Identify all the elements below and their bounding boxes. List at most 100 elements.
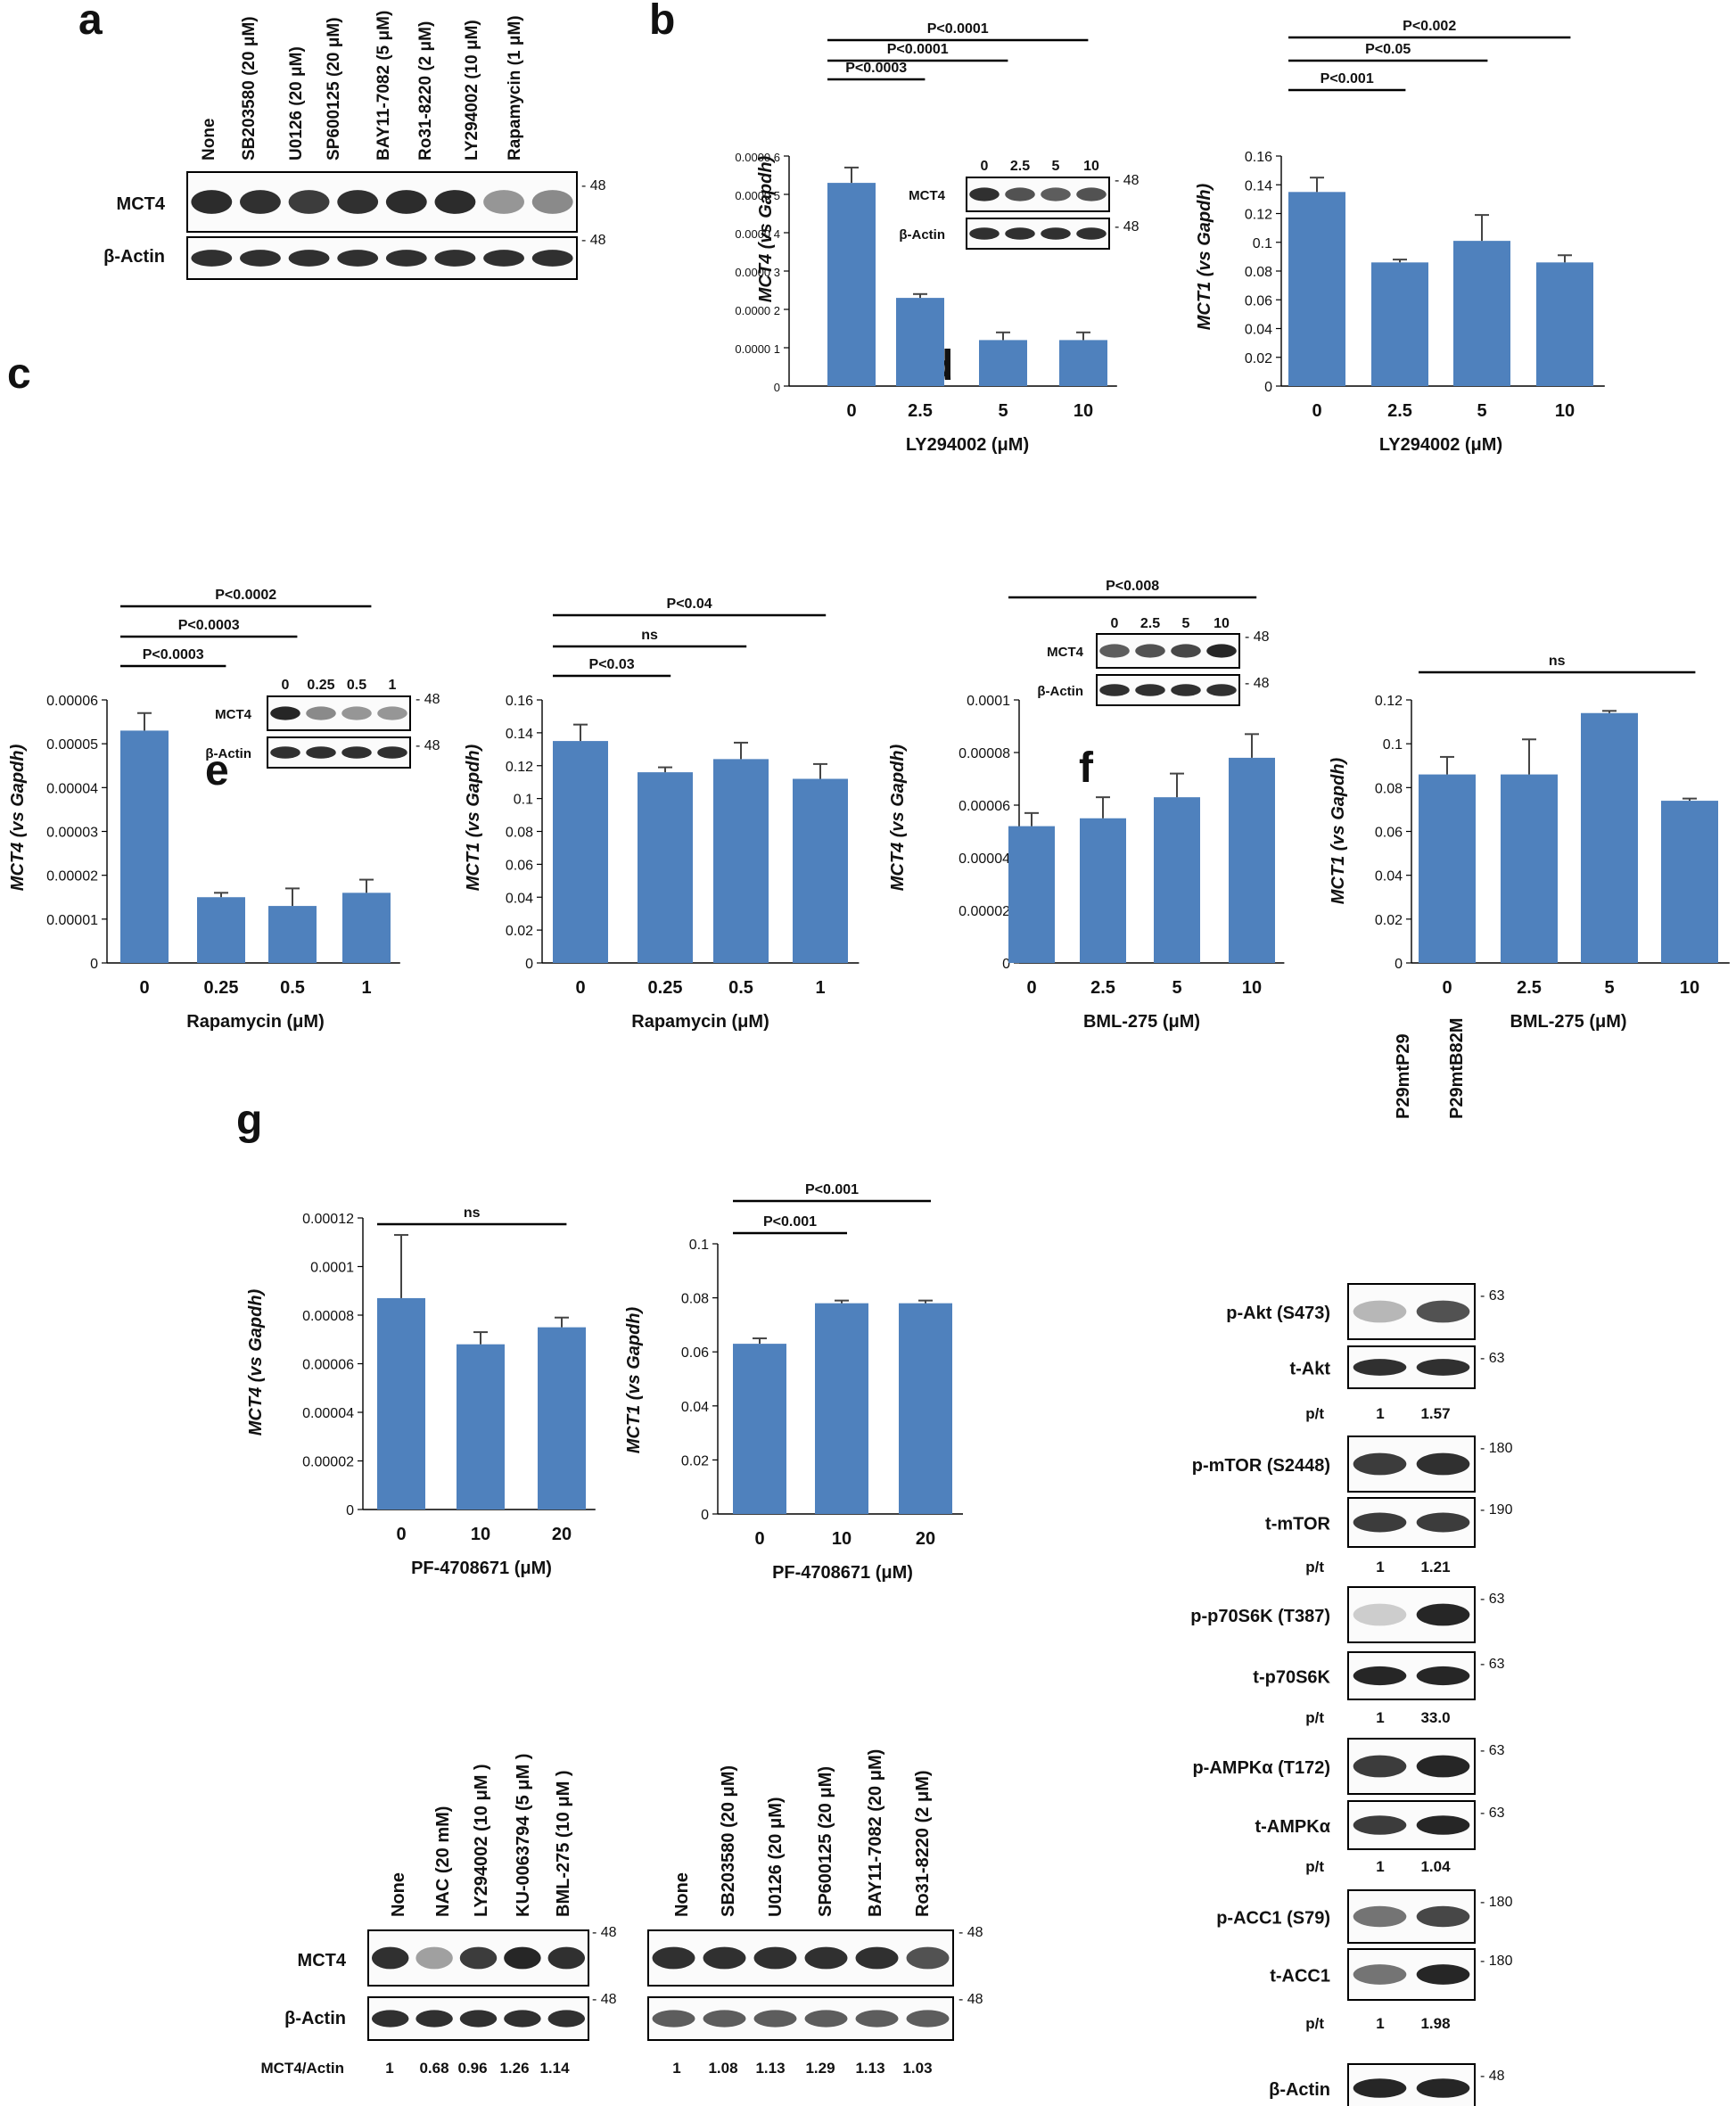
y-tick-label: 0 (346, 1503, 354, 1518)
mw-marker: - 63 (1480, 1806, 1505, 1821)
band (547, 2010, 586, 2028)
ratio-value-g: 0.68 (419, 2060, 448, 2077)
x-tick-label: 10 (471, 1525, 490, 1544)
significance-label: P<0.0003 (178, 618, 240, 633)
bar (377, 1297, 425, 1510)
x-tick-label: 20 (552, 1525, 572, 1544)
chart-c1: 0 0.00001 0.00002 0.00003 0.00004 0.00005 0.00… (8, 588, 400, 1032)
band (1076, 227, 1107, 240)
band (804, 2010, 848, 2028)
inset-blot-actin-inset_c (267, 736, 411, 769)
inset-row-inset_d: β-Actin (1037, 684, 1083, 699)
pt-label: p/t (1305, 1858, 1324, 1875)
lane-label-g: None (672, 1872, 692, 1917)
row-label-a: β-Actin (103, 247, 165, 267)
x-tick-label: 0 (1312, 401, 1321, 421)
y-tick-label: 0.00006 (959, 799, 1010, 814)
y-tick-label: 0 (701, 1508, 709, 1523)
band (1076, 187, 1107, 202)
inset-lane-inset_d: 2.5 (1140, 616, 1160, 631)
lane-label-a: None (200, 119, 218, 161)
mw-marker: - 48 (959, 1925, 983, 1940)
significance-label: P<0.03 (589, 657, 635, 672)
band (906, 1946, 950, 1970)
bar (1419, 774, 1476, 963)
pt-ratio: 1 (1376, 1559, 1384, 1575)
band (969, 187, 1000, 202)
significance-label: P<0.0001 (887, 42, 949, 57)
pt-ratio: 1 (1376, 2015, 1384, 2032)
x-tick-label: 2.5 (1387, 401, 1412, 421)
lane-label-a: BAY11-7082 (5 μM) (374, 11, 393, 160)
x-tick-label: 5 (1477, 401, 1486, 421)
band (1171, 644, 1201, 658)
lane-label-a: Rapamycin (1 μM) (506, 15, 524, 160)
bar (268, 906, 317, 963)
band (341, 746, 372, 759)
lane-label-g: BML-275 (10 μM ) (554, 1771, 573, 1917)
lane-label-g: LY294002 (10 μM ) (472, 1764, 491, 1917)
bar (899, 1303, 952, 1514)
blot-a-actin (186, 236, 578, 280)
y-tick-label: 0.12 (1245, 208, 1272, 223)
significance-label: P<0.0003 (143, 647, 204, 662)
significance-label: P<0.05 (1365, 42, 1411, 57)
inset-row-inset_d: MCT4 (1047, 645, 1083, 660)
band (434, 190, 476, 214)
band (483, 250, 525, 267)
bar (896, 298, 944, 386)
row-label-f: β-Actin (1269, 2080, 1330, 2100)
band (1005, 227, 1035, 240)
inset-lane-inset_c: 0 (282, 678, 290, 693)
band (337, 250, 379, 267)
y-tick-label: 0.08 (681, 1292, 709, 1307)
y-tick-label: 0.06 (506, 858, 533, 873)
blot-g-left-mct4 (367, 1929, 589, 1987)
y-tick-label: 0.04 (1245, 323, 1272, 338)
lane-label-f: P29mtP29 (1394, 1033, 1413, 1119)
lane-label-g: NAC (20 mM) (433, 1806, 453, 1917)
x-tick-label: 10 (1242, 978, 1262, 998)
x-tick-label: 10 (1555, 401, 1575, 421)
mw-marker: - 190 (1480, 1502, 1513, 1518)
y-tick-label: 0 (1395, 957, 1403, 972)
panel-letter-a: a (78, 0, 103, 44)
inset-lane-inset_b: 2.5 (1010, 159, 1030, 174)
row-label-f: t-AMPKα (1255, 1817, 1330, 1837)
inset-blot-mct4-inset_d (1096, 633, 1240, 669)
band (415, 1946, 453, 1970)
y-tick-label: 0.06 (681, 1345, 709, 1361)
y-tick-label: 0.00004 (302, 1406, 354, 1421)
inset-lane-inset_d: 10 (1214, 616, 1230, 631)
y-tick-label: 0.14 (506, 727, 533, 742)
mw-marker: - 48 (1480, 2069, 1505, 2084)
y-tick-label: 0.0000 5 (735, 189, 780, 202)
y-tick-label: 0.00003 (46, 826, 98, 841)
band (531, 250, 573, 267)
inset-row-inset_c: β-Actin (205, 746, 251, 761)
x-tick-label: 0 (139, 978, 149, 998)
chart-c2: 0 0.02 0.04 0.06 0.08 0.1 0.12 0.14 0.16 0 0.25 0.5… (464, 596, 860, 1032)
band (1353, 1359, 1407, 1376)
band (1416, 1815, 1470, 1835)
bar (979, 340, 1027, 386)
inset-blot-actin-inset_b (966, 218, 1110, 250)
y-tick-label: 0.1 (1383, 737, 1403, 753)
band (1416, 1964, 1470, 1985)
band (191, 250, 233, 267)
bar (457, 1344, 505, 1510)
band (459, 2010, 498, 2028)
band (1041, 187, 1071, 202)
y-tick-label: 0.00006 (302, 1358, 354, 1373)
y-tick-label: 0.08 (1245, 265, 1272, 280)
y-tick-label: 0.0001 (967, 694, 1010, 709)
lane-label-g: BAY11-7082 (20 μM) (866, 1749, 885, 1917)
significance-label: P<0.0002 (215, 588, 276, 603)
band (371, 1946, 409, 1970)
x-tick-label: 1 (815, 978, 825, 998)
lane-label-a: SP600125 (20 μM) (325, 17, 343, 160)
inset-lane-inset_d: 0 (1111, 616, 1119, 631)
blot-f-row (1347, 1889, 1476, 1944)
y-tick-label: 0.00006 (46, 694, 98, 709)
bar (1501, 774, 1558, 963)
